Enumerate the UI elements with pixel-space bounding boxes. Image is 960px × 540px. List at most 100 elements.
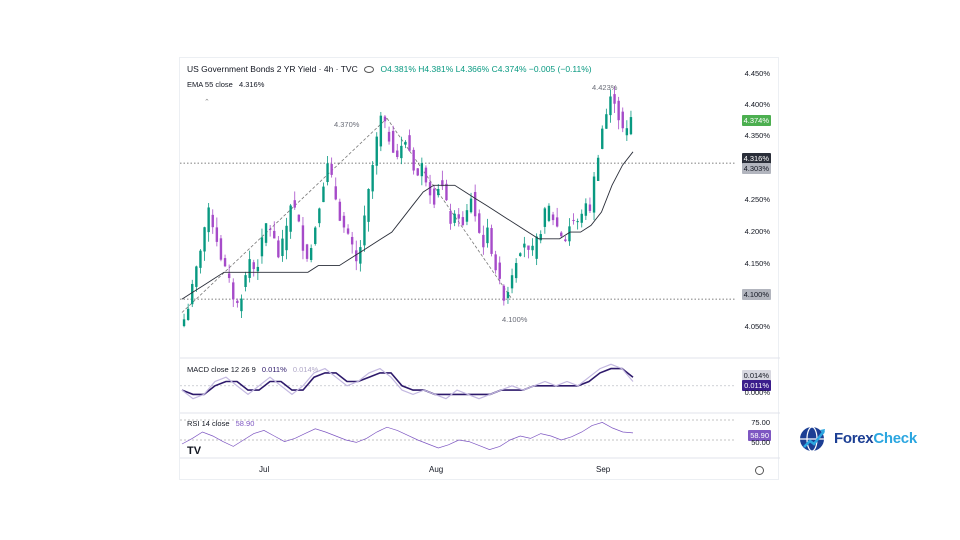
ema-price-tag: 4.316% bbox=[741, 153, 771, 164]
candle-body bbox=[195, 266, 198, 287]
candle-body bbox=[629, 117, 633, 135]
macd-signal-line bbox=[181, 367, 634, 396]
ema-legend[interactable]: EMA 55 close 4.316% bbox=[187, 80, 264, 89]
candle-body bbox=[596, 157, 600, 181]
candle-body bbox=[314, 227, 317, 244]
rsi-label: RSI 14 close bbox=[187, 419, 230, 428]
symbol-title[interactable]: US Government Bonds 2 YR Yield · 4h · TV… bbox=[187, 64, 358, 74]
candle-body bbox=[367, 189, 370, 222]
forexcheck-globe-icon bbox=[800, 426, 826, 452]
candle-body bbox=[539, 234, 542, 241]
candle-body bbox=[334, 186, 337, 200]
candle-body bbox=[383, 116, 387, 122]
candle-body bbox=[535, 236, 538, 259]
macd-label: MACD close 12 26 9 bbox=[187, 365, 256, 374]
candle-body bbox=[449, 210, 452, 224]
rsi-legend[interactable]: RSI 14 close 58.90 bbox=[187, 419, 254, 428]
candle-body bbox=[207, 207, 210, 233]
candle-body bbox=[387, 131, 391, 142]
candle-body bbox=[621, 111, 624, 129]
candle-body bbox=[199, 250, 202, 268]
rsi-mid-label: 50.00 bbox=[751, 438, 770, 447]
trend-line bbox=[181, 117, 388, 313]
candle-body bbox=[609, 96, 612, 116]
candle-body bbox=[572, 219, 575, 221]
y-tick-4450: 4.450% bbox=[744, 69, 770, 78]
eye-icon[interactable] bbox=[364, 66, 375, 74]
logo-text-b: Check bbox=[873, 430, 917, 447]
price-chart bbox=[180, 86, 780, 459]
candle-body bbox=[256, 266, 260, 272]
chart-panel: US Government Bonds 2 YR Yield · 4h · TV… bbox=[179, 57, 780, 480]
candle-body bbox=[510, 275, 514, 289]
candle-body bbox=[350, 236, 354, 245]
candle-body bbox=[613, 94, 616, 104]
candle-body bbox=[404, 141, 407, 145]
candle-body bbox=[277, 240, 280, 258]
candle-body bbox=[555, 217, 559, 227]
candle-body bbox=[486, 227, 489, 244]
candle-body bbox=[580, 213, 583, 223]
candle-body bbox=[531, 245, 534, 251]
candle-body bbox=[248, 259, 251, 278]
candle-body bbox=[592, 176, 596, 213]
candle-body bbox=[223, 258, 227, 267]
candle-body bbox=[494, 254, 497, 271]
candle-body bbox=[260, 237, 264, 257]
candle-body bbox=[379, 115, 383, 147]
candle-body bbox=[289, 205, 292, 232]
candle-body bbox=[617, 100, 620, 121]
annotation-high: 4.423% bbox=[592, 83, 618, 92]
candle-body bbox=[584, 203, 588, 216]
ema-label: EMA 55 close bbox=[187, 80, 233, 89]
candle-body bbox=[564, 239, 567, 242]
settings-icon[interactable] bbox=[755, 466, 764, 475]
candle-body bbox=[576, 221, 579, 223]
candle-body bbox=[186, 308, 190, 320]
candle-body bbox=[457, 214, 460, 219]
candle-body bbox=[281, 238, 284, 257]
candle-body bbox=[514, 263, 518, 279]
collapse-icon[interactable]: ⌃ bbox=[204, 99, 210, 106]
candle-body bbox=[551, 214, 555, 221]
candle-body bbox=[342, 215, 346, 228]
candle-body bbox=[465, 210, 469, 222]
candle-body bbox=[523, 243, 526, 248]
candle-body bbox=[359, 247, 362, 264]
candle-body bbox=[236, 300, 239, 304]
candle-body bbox=[396, 150, 399, 158]
candle-body bbox=[371, 165, 374, 192]
candle-body bbox=[252, 262, 255, 270]
candle-body bbox=[478, 213, 481, 233]
candle-body bbox=[375, 136, 378, 166]
candle-body bbox=[219, 238, 223, 260]
candle-body bbox=[326, 163, 329, 183]
candle-body bbox=[305, 244, 309, 259]
macd-legend[interactable]: MACD close 12 26 9 0.011% 0.014% bbox=[187, 365, 318, 374]
rsi-line bbox=[181, 422, 634, 450]
trend-line bbox=[386, 118, 513, 300]
candle-body bbox=[547, 205, 551, 221]
macd-value: 0.011% bbox=[261, 365, 287, 374]
rsi-value: 58.90 bbox=[235, 419, 255, 428]
rsi-upper-label: 75.00 bbox=[751, 418, 770, 427]
candle-body bbox=[588, 204, 592, 211]
candle-body bbox=[293, 200, 296, 208]
candle-body bbox=[469, 198, 473, 213]
candle-body bbox=[527, 245, 530, 250]
candle-body bbox=[473, 192, 477, 217]
candle-body bbox=[346, 228, 350, 234]
tradingview-logo[interactable]: TV bbox=[187, 445, 202, 457]
candle-body bbox=[191, 283, 194, 305]
candle-body bbox=[297, 214, 301, 222]
macd-zero-label: 0.000% bbox=[744, 388, 770, 397]
level-tag-4100: 4.100% bbox=[741, 289, 771, 300]
x-label-aug: Aug bbox=[429, 465, 444, 474]
candle-body bbox=[408, 135, 411, 151]
annotation-low: 4.100% bbox=[502, 315, 528, 324]
y-tick-4150: 4.150% bbox=[744, 259, 770, 268]
candle-body bbox=[318, 208, 321, 224]
candle-body bbox=[453, 213, 456, 223]
candle-body bbox=[227, 273, 231, 279]
y-tick-4400: 4.400% bbox=[744, 100, 770, 109]
